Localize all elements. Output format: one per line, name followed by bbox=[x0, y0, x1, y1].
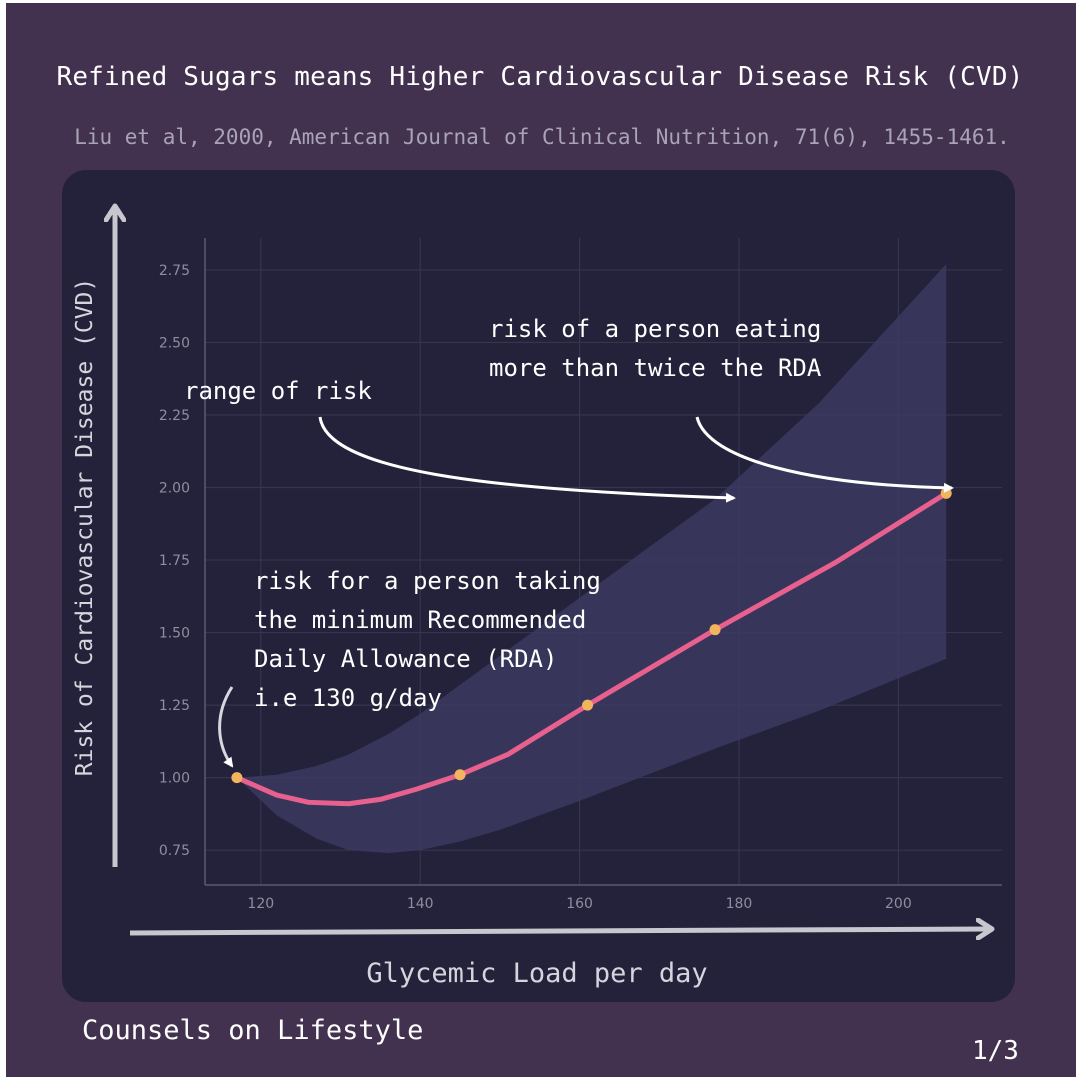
annotation-line: risk for a person taking bbox=[254, 567, 601, 595]
y-tick-label: 2.25 bbox=[159, 408, 190, 424]
data-point-marker bbox=[231, 772, 243, 784]
annotation-rda: risk for a person taking the minimum Reco… bbox=[254, 567, 601, 712]
data-point-marker bbox=[940, 487, 952, 499]
y-tick-label: 1.25 bbox=[159, 698, 190, 714]
y-tick-label: 2.75 bbox=[159, 263, 190, 279]
page-title: Refined Sugars means Higher Cardiovascul… bbox=[56, 62, 1024, 92]
x-tick-label: 140 bbox=[407, 896, 434, 912]
data-point-marker bbox=[454, 769, 466, 781]
annotation-range: range of risk bbox=[184, 377, 372, 405]
x-tick-label: 120 bbox=[247, 896, 274, 912]
annotation-line: risk of a person eating bbox=[489, 315, 821, 343]
y-tick-label: 1.75 bbox=[159, 553, 190, 569]
annotation-line: the minimum Recommended bbox=[254, 606, 586, 634]
twice-pointer-arrow bbox=[695, 416, 954, 493]
x-axis-label: Glycemic Load per day bbox=[366, 958, 707, 989]
x-tick-label: 200 bbox=[885, 896, 912, 912]
annotation-twice: risk of a person eating more than twice t… bbox=[489, 315, 822, 382]
y-tick-label: 1.00 bbox=[159, 771, 190, 787]
chart-svg: 120 140 160 180 200 0.75 1.00 1.25 1.50 1.75 2.00 2… bbox=[72, 170, 1002, 989]
annotation-line: i.e 130 g/day bbox=[254, 684, 442, 712]
x-tick-label: 160 bbox=[566, 896, 593, 912]
x-tick-label: 180 bbox=[726, 896, 753, 912]
annotation-line: Daily Allowance (RDA) bbox=[254, 645, 557, 673]
range-pointer-arrow bbox=[318, 416, 736, 503]
chart-panel: 120 140 160 180 200 0.75 1.00 1.25 1.50 1.75 2.00 2… bbox=[62, 170, 1015, 1002]
citation-subtitle: Liu et al, 2000, American Journal of Cli… bbox=[74, 125, 1010, 149]
page-indicator: 1/3 bbox=[972, 1036, 1019, 1066]
y-axis-label: Risk of Cardiovascular Disease (CVD) bbox=[72, 278, 98, 777]
annotation-line: range of risk bbox=[184, 377, 372, 405]
y-tick-label: 2.50 bbox=[159, 335, 190, 351]
y-tick-label: 0.75 bbox=[159, 843, 190, 859]
rda-pointer-arrow bbox=[218, 686, 234, 768]
risk-line bbox=[234, 490, 949, 807]
y-tick-label: 2.00 bbox=[159, 481, 190, 497]
y-tick-label: 1.50 bbox=[159, 626, 190, 642]
data-point-marker bbox=[582, 699, 594, 711]
brand-footer: Counsels on Lifestyle bbox=[82, 1015, 424, 1046]
data-point-marker bbox=[709, 624, 721, 636]
risk-range-band bbox=[236, 264, 947, 854]
annotation-line: more than twice the RDA bbox=[489, 354, 822, 382]
x-axis-arrow bbox=[129, 929, 990, 933]
